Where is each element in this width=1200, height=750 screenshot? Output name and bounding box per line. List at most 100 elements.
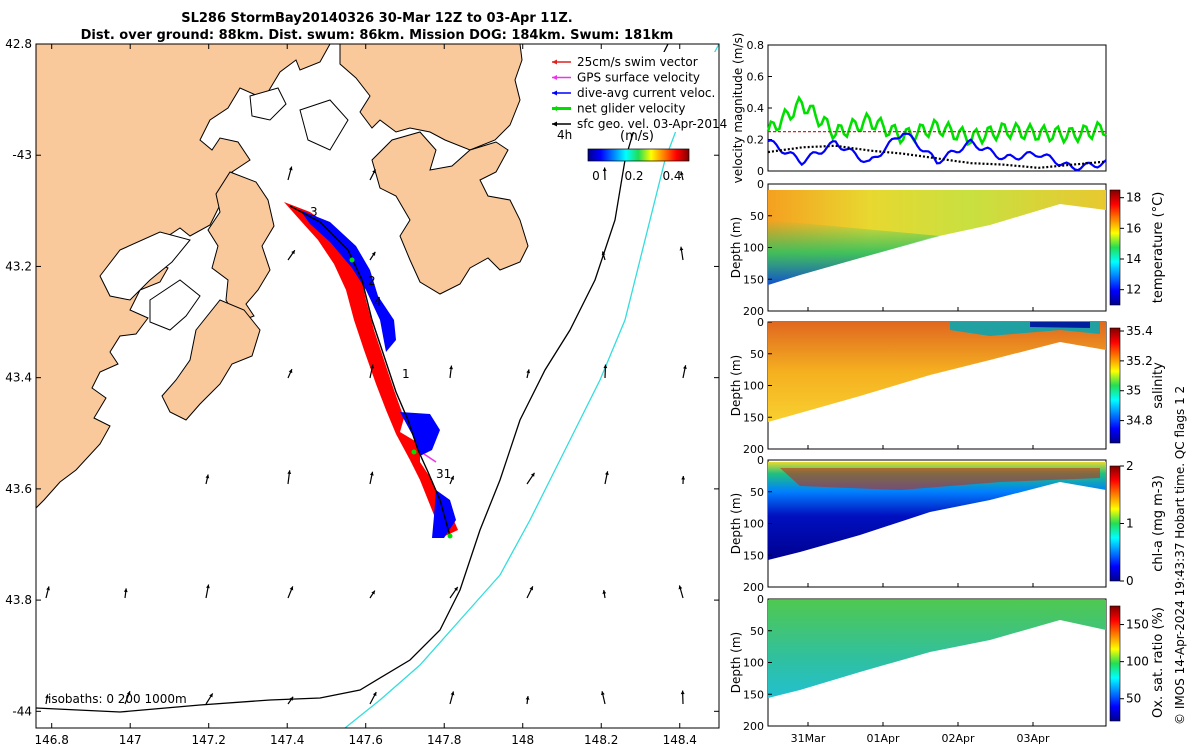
velocity-panel: 0 0.2 0.4 0.6 0.8 velocity magnitude (m/s)	[731, 33, 1107, 183]
heatmap-ylabel: Depth (m)	[729, 493, 743, 554]
heatmap-ytick-label: 50	[750, 486, 764, 499]
legend-colorbar-units: (m/s)	[620, 129, 654, 144]
geo-vector-head	[602, 590, 607, 594]
geo-vector-head	[291, 250, 295, 255]
colorbar-label: temperature (°C)	[1151, 192, 1166, 304]
map-lon-tick-label: 147.2	[192, 733, 226, 747]
track-line	[289, 205, 451, 537]
legend-cbar-tick-1: 0.2	[624, 169, 643, 183]
temperature-field	[768, 190, 1106, 285]
land-west	[36, 44, 331, 509]
colorbar-tick-label: 50	[1126, 692, 1141, 706]
geo-vector-head	[530, 472, 535, 477]
heatmap-ylabel: Depth (m)	[729, 217, 743, 278]
heatmap-ytick-label: 150	[743, 549, 764, 562]
map-lat-tick-label: 43.8	[5, 593, 32, 607]
geo-vector-head	[605, 471, 609, 476]
water-inlet-3	[249, 87, 287, 121]
heatmap-ytick-label: 200	[743, 581, 764, 594]
map-lon-tick-label: 148	[511, 733, 534, 747]
heatmap-ytick-label: 100	[743, 242, 764, 255]
heatmap-ytick-label: 0	[757, 316, 764, 329]
water-bay	[299, 99, 349, 151]
colorbar-tick-label: 100	[1126, 655, 1149, 669]
time-tick-label: 03Apr	[1016, 732, 1050, 745]
chl-colorbar	[1109, 465, 1121, 582]
map-lon-tick-label: 148.2	[584, 733, 618, 747]
geo-vector-head	[450, 691, 455, 696]
legend-cbar-tick-2: 0.4	[662, 169, 681, 183]
map-axis-ticks: 146.8 147 147.2 147.4 147.6 147.8 148 148.2 148.…	[5, 37, 719, 747]
map-land	[36, 44, 529, 509]
isobath-1000	[344, 44, 719, 728]
geo-vector-head	[680, 690, 685, 695]
geo-vector-head	[449, 365, 453, 370]
geo-vector-head	[123, 588, 128, 593]
heatmap-ytick-label: 150	[743, 273, 764, 286]
velocity-axes	[767, 44, 1107, 172]
map-lat-tick-label: -43	[12, 148, 32, 162]
land-north	[339, 44, 523, 151]
track-point-3	[447, 533, 453, 539]
legend-swatch-head	[552, 75, 557, 80]
velocity-ytick-label: 0.4	[747, 102, 765, 115]
legend-cbar-tick-0: 0	[592, 169, 600, 183]
colorbar-tick-label: 1	[1126, 517, 1134, 531]
geo-vector-head	[679, 171, 684, 176]
geo-vector-head	[289, 696, 294, 701]
geo-vector-head	[46, 586, 50, 591]
heatmap-ytick-label: 150	[743, 411, 764, 424]
legend-colorbar-hours: 4h	[557, 128, 572, 142]
geo-vector-head	[206, 584, 210, 589]
heatmap-ytick-label: 200	[743, 720, 764, 733]
salinity-colorbar	[1109, 327, 1121, 444]
legend-colorbar	[587, 148, 690, 162]
geo-vector-head	[678, 585, 683, 590]
oxygen-panel	[767, 598, 1121, 727]
velocity-ytick-label: 0.2	[747, 134, 765, 147]
salinity-panel	[767, 321, 1121, 450]
land-tasman	[371, 131, 529, 295]
legend-box	[548, 52, 728, 132]
colorbar-label: salinity	[1151, 362, 1166, 409]
geo-vector-head	[126, 691, 131, 696]
track-point-1	[349, 257, 355, 263]
geo-vector-head	[289, 586, 294, 591]
footer-credit: © IMOS 14-Apr-2024 19:43:37 Hobart time.…	[1173, 386, 1187, 725]
chl-max-layer	[780, 468, 1100, 490]
isobath-200	[36, 44, 669, 713]
heatmap-ytick-label: 50	[750, 348, 764, 361]
track-label-3: 3	[310, 205, 318, 219]
heatmap-ytick-label: 50	[750, 625, 764, 638]
legend-item-label: sfc geo. vel. 03-Apr-2014	[577, 117, 727, 131]
time-tick-label: 31Mar	[791, 732, 826, 745]
geo-vector-head	[525, 696, 530, 700]
legend-swatch-head	[552, 106, 557, 111]
velocity-ytick-label: 0.8	[747, 39, 765, 52]
map-lat-tick-label: -44	[12, 704, 32, 718]
legend-swatch-head	[552, 90, 557, 96]
heatmap-ylabel: Depth (m)	[729, 632, 743, 693]
geo-vector-head	[679, 246, 684, 251]
isobaths-label: isobaths: 0 200 1000m	[48, 692, 187, 706]
map-lat-tick-label: 43.4	[5, 371, 32, 385]
geo-vector-head	[371, 590, 375, 595]
gps-velocity-arrow	[423, 453, 437, 463]
legend-item-label: dive-avg current veloc.	[577, 86, 715, 100]
map-legend: 25cm/s swim vector GPS surface velocitydi…	[548, 52, 728, 183]
geo-vector-head	[681, 475, 686, 480]
time-tick-label: 02Apr	[941, 732, 975, 745]
map-lat-tick-label: 43.2	[5, 259, 32, 273]
map-lon-tick-label: 148.4	[663, 733, 697, 747]
map-lon-tick-label: 147.8	[427, 733, 461, 747]
geo-vector-head	[205, 474, 210, 479]
colorbar-label: chl-a (mg m-3)	[1151, 475, 1166, 572]
heatmap-ytick-label: 0	[757, 593, 764, 606]
colorbar-tick-label: 35	[1126, 384, 1141, 398]
geo-vector-head	[287, 470, 292, 475]
title-line-1: SL286 StormBay20140326 30-Mar 12Z to 03-…	[181, 11, 573, 26]
geo-vector-head	[683, 365, 687, 370]
track-label-4: 4	[374, 295, 382, 309]
colorbar-tick-label: 35.2	[1126, 354, 1153, 368]
